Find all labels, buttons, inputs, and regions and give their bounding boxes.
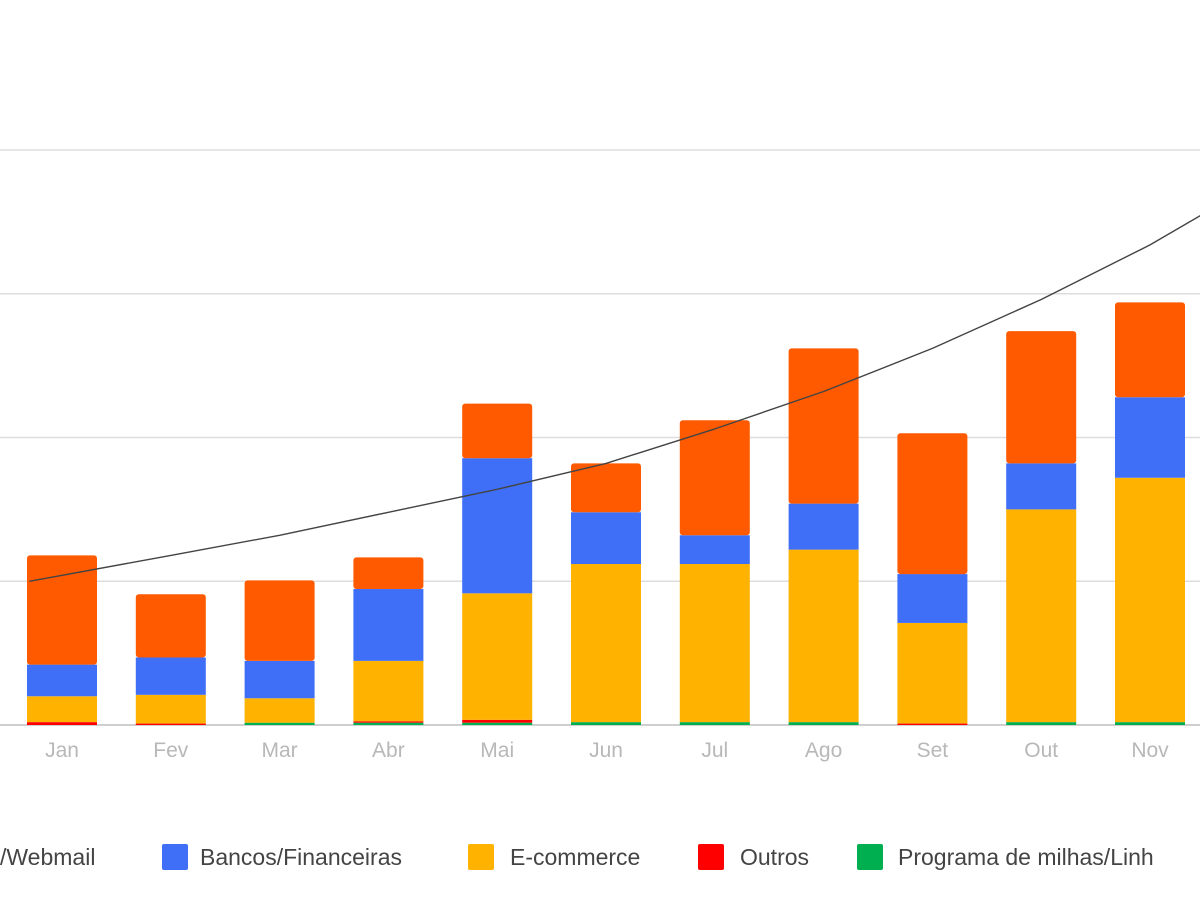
bar-stack-jun bbox=[571, 463, 641, 725]
legend-swatch bbox=[857, 844, 883, 870]
legend: /Webmail Bancos/Financeiras E-commerce Outr… bbox=[0, 844, 1154, 870]
x-tick-label: Set bbox=[917, 739, 949, 762]
trendline-path bbox=[29, 215, 1200, 582]
bar-stack-out bbox=[1006, 331, 1077, 725]
bar-segment bbox=[353, 722, 424, 725]
bar-segment bbox=[1006, 331, 1077, 464]
x-tick-label: Abr bbox=[372, 739, 405, 762]
bar-segment bbox=[571, 564, 641, 723]
x-tick-label: Jan bbox=[45, 739, 79, 762]
bar-segment bbox=[462, 403, 533, 459]
bar-segment bbox=[353, 660, 424, 722]
legend-label: Bancos/Financeiras bbox=[200, 844, 402, 870]
bar-segment bbox=[788, 503, 859, 550]
legend-swatch bbox=[698, 844, 724, 870]
bar-segment bbox=[1115, 477, 1185, 723]
x-tick-label: Ago bbox=[805, 739, 842, 762]
bar-stack-fev bbox=[135, 594, 206, 725]
bar-segment bbox=[244, 580, 315, 661]
bar-segment bbox=[679, 722, 750, 725]
x-axis: Jan Fev Mar Abr Mai Jun Jul Ago Set Out Nov bbox=[45, 739, 1169, 762]
bar-stack-nov bbox=[1115, 302, 1185, 725]
bar-segment bbox=[679, 564, 750, 723]
legend-label: E-commerce bbox=[510, 844, 640, 870]
bar-segment bbox=[244, 698, 315, 723]
bar-segment bbox=[897, 574, 968, 623]
bar-segment bbox=[571, 512, 641, 564]
bar-segment bbox=[135, 694, 206, 724]
bar-segment bbox=[1115, 302, 1185, 398]
x-tick-label: Nov bbox=[1131, 739, 1169, 762]
bar-segment bbox=[353, 721, 424, 723]
legend-item[interactable]: /Webmail bbox=[0, 844, 95, 870]
bar-stack-ago bbox=[788, 348, 859, 725]
bar-segment bbox=[897, 723, 968, 725]
legend-label: Programa de milhas/Linh bbox=[898, 844, 1154, 870]
bar-segment bbox=[1006, 722, 1077, 725]
bar-segment bbox=[571, 463, 641, 513]
x-tick-label: Mar bbox=[262, 739, 298, 762]
bar-segment bbox=[788, 549, 859, 723]
bar-segment bbox=[679, 420, 750, 536]
bar-stack-jan bbox=[27, 555, 97, 725]
bar-segment bbox=[27, 555, 97, 665]
bar-segment bbox=[244, 660, 315, 699]
bar-segment bbox=[462, 719, 533, 723]
bar-segment bbox=[135, 594, 206, 658]
legend-item[interactable]: Bancos/Financeiras bbox=[162, 844, 402, 870]
bar-segment bbox=[27, 722, 97, 725]
bar-segment bbox=[27, 696, 97, 723]
bar-stack-mai bbox=[462, 403, 533, 725]
bar-segment bbox=[1006, 463, 1077, 510]
legend-swatch bbox=[162, 844, 188, 870]
bar-segment bbox=[1115, 722, 1185, 725]
bar-segment bbox=[244, 722, 315, 725]
bar-segment bbox=[897, 622, 968, 724]
bar-segment bbox=[462, 593, 533, 720]
legend-label: Outros bbox=[740, 844, 809, 870]
x-tick-label: Out bbox=[1024, 739, 1058, 762]
legend-item[interactable]: Programa de milhas/Linh bbox=[857, 844, 1154, 870]
bar-segment bbox=[571, 722, 641, 725]
legend-swatch bbox=[468, 844, 494, 870]
bar-segment bbox=[788, 348, 859, 504]
bar-stack-mar bbox=[244, 580, 315, 725]
bar-segment bbox=[788, 722, 859, 725]
legend-label: /Webmail bbox=[0, 844, 95, 870]
x-tick-label: Jun bbox=[589, 739, 623, 762]
bar-segment bbox=[897, 433, 968, 575]
bar-segment bbox=[1006, 509, 1077, 723]
bar-stack-jul bbox=[679, 420, 750, 725]
bar-segment bbox=[27, 664, 97, 697]
x-tick-label: Mai bbox=[480, 739, 514, 762]
bar-segment bbox=[353, 557, 424, 590]
x-tick-label: Fev bbox=[153, 739, 189, 762]
x-tick-label: Jul bbox=[701, 739, 728, 762]
legend-item[interactable]: Outros bbox=[698, 844, 809, 870]
bar-segment bbox=[1115, 397, 1185, 478]
trendline bbox=[29, 215, 1200, 582]
bar-segment bbox=[353, 589, 424, 661]
bar-segment bbox=[679, 535, 750, 564]
bar-segment bbox=[462, 722, 533, 725]
legend-item[interactable]: E-commerce bbox=[468, 844, 640, 870]
bar-stack-abr bbox=[353, 557, 424, 725]
bars bbox=[27, 302, 1185, 725]
bar-segment bbox=[135, 723, 206, 725]
bar-segment bbox=[135, 657, 206, 695]
bar-stack-set bbox=[897, 433, 968, 725]
bar-segment bbox=[462, 458, 533, 594]
